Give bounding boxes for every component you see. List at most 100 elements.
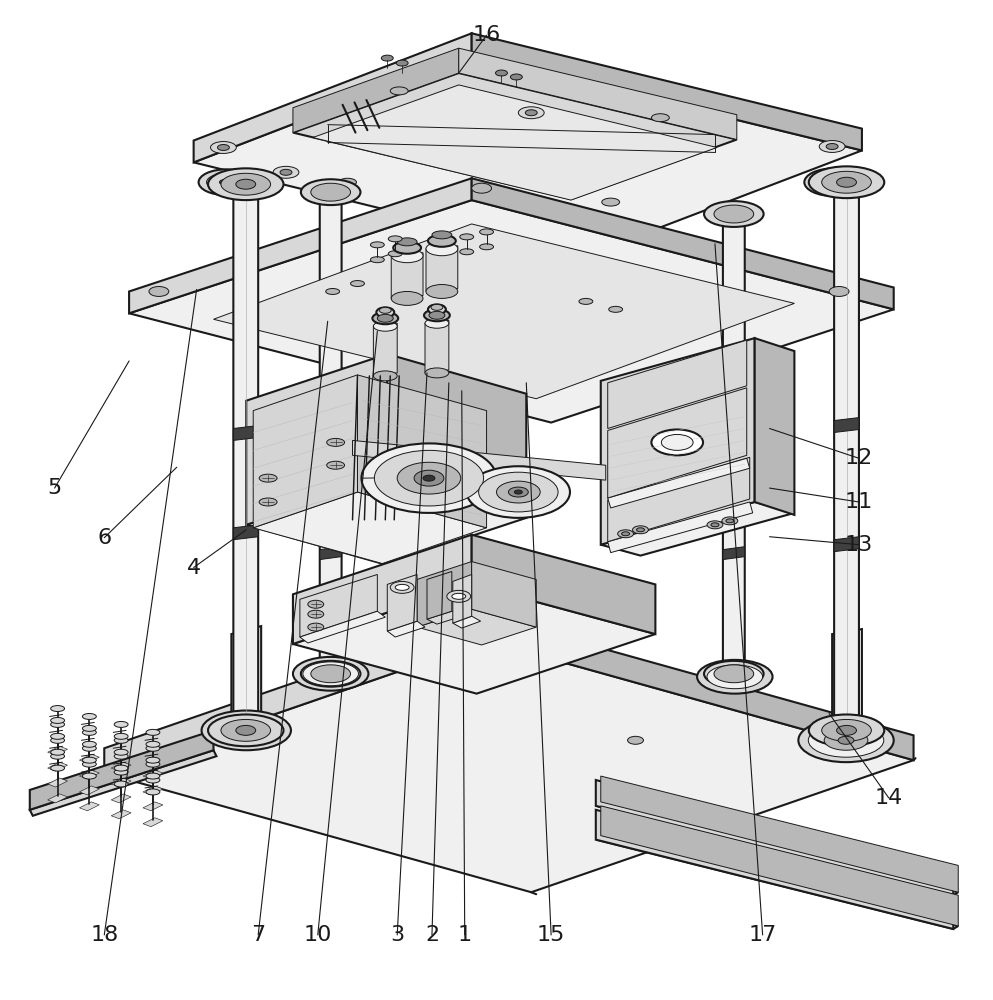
Ellipse shape [114, 721, 128, 727]
Polygon shape [253, 375, 357, 528]
Ellipse shape [308, 600, 324, 608]
Ellipse shape [838, 736, 854, 744]
Ellipse shape [236, 179, 256, 189]
Polygon shape [387, 354, 526, 518]
Polygon shape [111, 794, 131, 803]
Polygon shape [453, 574, 472, 623]
Polygon shape [608, 458, 750, 508]
Ellipse shape [301, 179, 360, 205]
Ellipse shape [518, 107, 544, 119]
Ellipse shape [114, 781, 128, 787]
Polygon shape [723, 547, 745, 560]
Ellipse shape [821, 171, 872, 193]
Ellipse shape [220, 173, 270, 195]
Ellipse shape [707, 665, 763, 689]
Ellipse shape [460, 234, 474, 240]
Ellipse shape [395, 584, 409, 590]
Ellipse shape [390, 87, 408, 95]
Ellipse shape [146, 777, 160, 783]
Ellipse shape [351, 281, 364, 287]
Ellipse shape [496, 70, 507, 76]
Ellipse shape [431, 304, 443, 310]
Text: 13: 13 [845, 535, 873, 555]
Polygon shape [194, 33, 472, 162]
Ellipse shape [812, 172, 856, 192]
Ellipse shape [388, 236, 402, 242]
Polygon shape [79, 802, 99, 811]
Ellipse shape [479, 472, 558, 512]
Ellipse shape [426, 242, 458, 256]
Ellipse shape [426, 285, 458, 298]
Polygon shape [755, 338, 794, 515]
Text: 5: 5 [48, 478, 62, 498]
Ellipse shape [711, 523, 719, 527]
Ellipse shape [798, 718, 894, 762]
Ellipse shape [826, 144, 838, 149]
Ellipse shape [327, 438, 345, 446]
Polygon shape [104, 641, 914, 892]
Ellipse shape [447, 590, 471, 602]
Ellipse shape [480, 244, 494, 250]
Polygon shape [231, 626, 261, 730]
Polygon shape [300, 574, 377, 637]
Ellipse shape [391, 291, 423, 305]
Ellipse shape [146, 745, 160, 751]
Ellipse shape [311, 665, 351, 683]
Ellipse shape [82, 725, 96, 731]
Polygon shape [472, 562, 536, 627]
Polygon shape [596, 836, 958, 929]
Ellipse shape [824, 730, 868, 750]
Polygon shape [293, 48, 459, 133]
Ellipse shape [146, 773, 160, 779]
Polygon shape [601, 776, 958, 892]
Polygon shape [601, 806, 958, 926]
Polygon shape [48, 746, 68, 755]
Polygon shape [472, 535, 655, 634]
Ellipse shape [525, 110, 537, 116]
Ellipse shape [82, 741, 96, 747]
Ellipse shape [393, 242, 421, 254]
Ellipse shape [273, 166, 299, 178]
Ellipse shape [429, 311, 445, 319]
Ellipse shape [714, 205, 754, 223]
Ellipse shape [836, 725, 856, 735]
Polygon shape [425, 320, 449, 373]
Polygon shape [213, 224, 794, 399]
Polygon shape [601, 502, 794, 556]
Polygon shape [834, 174, 859, 730]
Ellipse shape [199, 169, 254, 195]
Ellipse shape [661, 434, 693, 450]
Polygon shape [246, 478, 526, 565]
Polygon shape [143, 770, 163, 779]
Polygon shape [723, 457, 745, 470]
Ellipse shape [51, 721, 65, 727]
Text: 11: 11 [845, 492, 873, 512]
Ellipse shape [510, 74, 522, 80]
Ellipse shape [202, 711, 291, 750]
Polygon shape [596, 810, 953, 929]
Polygon shape [357, 375, 487, 528]
Text: 1: 1 [458, 925, 472, 945]
Ellipse shape [651, 429, 703, 455]
Ellipse shape [311, 183, 351, 201]
Ellipse shape [146, 741, 160, 747]
Polygon shape [313, 85, 717, 200]
Ellipse shape [51, 737, 65, 743]
Polygon shape [246, 354, 387, 525]
Polygon shape [373, 323, 397, 376]
Ellipse shape [82, 713, 96, 719]
Ellipse shape [722, 517, 738, 525]
Ellipse shape [211, 142, 236, 153]
Ellipse shape [51, 753, 65, 759]
Text: 2: 2 [425, 925, 439, 945]
Ellipse shape [425, 368, 449, 378]
Polygon shape [143, 786, 163, 795]
Polygon shape [143, 802, 163, 811]
Ellipse shape [82, 757, 96, 763]
Text: 3: 3 [390, 925, 404, 945]
Polygon shape [459, 48, 737, 140]
Polygon shape [111, 762, 131, 771]
Ellipse shape [618, 530, 634, 538]
Polygon shape [426, 246, 458, 291]
Ellipse shape [82, 729, 96, 735]
